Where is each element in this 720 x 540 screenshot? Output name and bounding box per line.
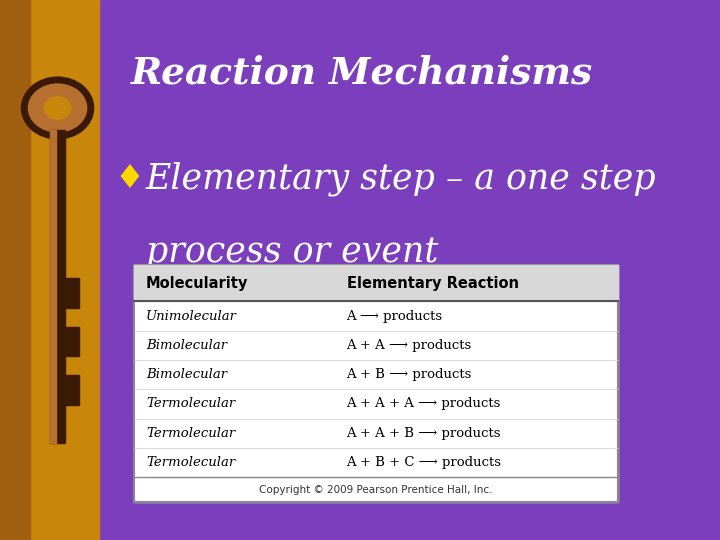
Text: A ⟶ products: A ⟶ products [346,309,443,322]
Text: A + A + A ⟶ products: A + A + A ⟶ products [346,397,501,410]
Text: Molecularity: Molecularity [146,275,248,291]
Text: A + A + B ⟶ products: A + A + B ⟶ products [346,427,501,440]
Text: Termolecular: Termolecular [146,397,235,410]
Text: A + B + C ⟶ products: A + B + C ⟶ products [346,456,502,469]
Bar [50,130,65,443]
Bar [135,265,618,502]
Text: Elementary Reaction: Elementary Reaction [346,275,518,291]
FancyBboxPatch shape [135,265,618,502]
Bar [50,130,55,443]
Text: Bimolecular: Bimolecular [146,339,227,352]
Text: Elementary step – a one step: Elementary step – a one step [146,162,657,197]
Text: Unimolecular: Unimolecular [146,309,237,322]
Text: A + A ⟶ products: A + A ⟶ products [346,339,472,352]
Bar [65,327,79,356]
Text: process or event: process or event [146,235,438,269]
Bar [0,0,30,540]
Text: ♦: ♦ [114,162,144,195]
Circle shape [24,80,91,136]
Bar [65,375,79,405]
Text: Bimolecular: Bimolecular [146,368,227,381]
Bar [65,278,79,308]
Text: A + B ⟶ products: A + B ⟶ products [346,368,472,381]
Text: Termolecular: Termolecular [146,456,235,469]
Bar [0,0,99,540]
Text: Termolecular: Termolecular [146,427,235,440]
Bar [135,265,618,301]
Circle shape [43,96,71,120]
Text: Reaction Mechanisms: Reaction Mechanisms [131,54,593,91]
Text: Copyright © 2009 Pearson Prentice Hall, Inc.: Copyright © 2009 Pearson Prentice Hall, … [259,485,492,495]
